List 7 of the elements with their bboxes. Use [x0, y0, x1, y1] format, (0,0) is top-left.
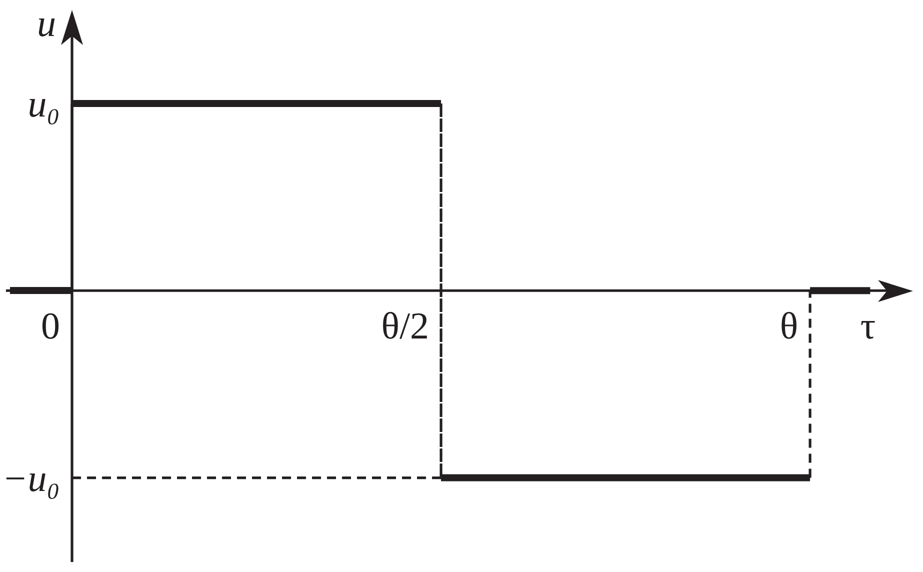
x-axis-title: τ	[860, 306, 876, 348]
annotation: u₀	[28, 84, 60, 126]
x-tick-label: 0	[41, 306, 60, 348]
x-tick-label: θ	[780, 306, 798, 348]
annotation: −u₀	[2, 458, 60, 500]
y-axis-title: u	[37, 3, 56, 45]
x-tick-label: θ/2	[381, 306, 430, 348]
